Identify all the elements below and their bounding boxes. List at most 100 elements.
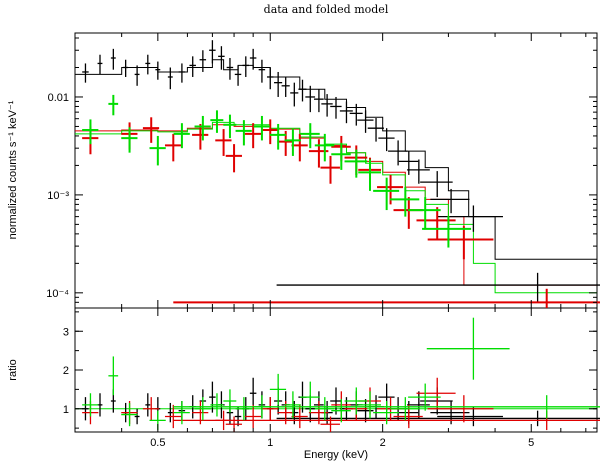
data-point-ratio-2-11 [284, 391, 301, 419]
data-point-spectrum-2-5 [194, 115, 211, 141]
ratio-plot-area [75, 317, 600, 432]
data-point-spectrum-0-1 [97, 54, 103, 75]
y-axis-label-spectrum: normalized counts s⁻¹ keV⁻¹ [7, 100, 19, 239]
model-line-spectrum-2 [75, 121, 597, 294]
y-tick-label-ratio-1: 2 [63, 365, 69, 377]
y-tick-label-ratio-2: 3 [63, 326, 69, 338]
y-tick-label-spectrum-1: 10⁻³ [47, 190, 69, 202]
data-point-ratio-1-8 [261, 397, 279, 421]
data-point-ratio-0-4 [134, 408, 140, 425]
data-point-ratio-2-14 [331, 399, 351, 423]
data-point-spectrum-2-12 [300, 123, 320, 149]
x-tick-label-2: 2 [380, 437, 386, 449]
data-point-ratio-0-38 [276, 410, 600, 427]
data-point-ratio-1-3 [164, 404, 182, 429]
data-point-spectrum-2-9 [253, 115, 270, 141]
data-point-spectrum-0-16 [249, 48, 257, 70]
data-point-ratio-0-5 [145, 393, 151, 417]
data-point-spectrum-2-13 [314, 133, 335, 162]
y-tick-label-spectrum-2: 10⁻⁴ [46, 288, 69, 300]
data-point-spectrum-2-18 [390, 187, 420, 217]
y-axis-label-ratio: ratio [7, 359, 19, 380]
data-point-ratio-1-7 [244, 404, 262, 429]
data-point-ratio-1-12 [320, 416, 340, 432]
data-point-spectrum-0-12 [218, 46, 225, 70]
data-point-spectrum-0-32 [388, 140, 408, 166]
data-point-spectrum-2-6 [210, 110, 224, 133]
data-point-ratio-2-1 [108, 356, 119, 396]
data-point-spectrum-2-10 [269, 123, 287, 150]
data-point-spectrum-0-38 [276, 272, 600, 303]
data-point-spectrum-0-33 [398, 151, 419, 175]
data-point-spectrum-1-4 [192, 123, 209, 150]
data-point-spectrum-2-1 [108, 94, 119, 116]
chart-title: data and folded model [264, 3, 389, 16]
data-point-spectrum-1-8 [261, 119, 279, 145]
data-point-spectrum-2-16 [358, 159, 381, 191]
data-point-spectrum-2-14 [331, 142, 351, 170]
data-point-ratio-1-19 [427, 395, 494, 423]
data-point-spectrum-1-10 [291, 133, 308, 162]
data-point-spectrum-0-23 [305, 85, 316, 113]
x-axis-label: Energy (keV) [304, 449, 368, 461]
data-point-spectrum-0-2 [110, 48, 116, 70]
data-point-ratio-0-14 [234, 406, 242, 427]
data-point-spectrum-1-12 [320, 155, 340, 184]
data-point-spectrum-2-17 [373, 177, 400, 211]
data-point-spectrum-0-24 [313, 89, 324, 113]
data-point-spectrum-0-10 [199, 50, 207, 72]
x-tick-label-3: 5 [528, 437, 534, 449]
data-point-spectrum-0-19 [274, 71, 283, 97]
data-point-spectrum-0-0 [82, 63, 89, 83]
data-point-spectrum-0-27 [339, 101, 353, 124]
data-point-spectrum-2-11 [284, 129, 301, 156]
data-point-ratio-2-7 [223, 389, 237, 413]
data-point-ratio-0-7 [167, 402, 173, 423]
data-point-spectrum-2-7 [223, 114, 237, 139]
data-point-spectrum-2-8 [235, 120, 252, 146]
data-point-spectrum-0-8 [178, 63, 186, 83]
data-point-ratio-2-5 [194, 397, 211, 421]
spectrum-panel-frame [74, 32, 598, 309]
data-point-spectrum-2-3 [149, 135, 166, 166]
data-point-spectrum-1-19 [427, 226, 494, 260]
data-point-ratio-2-20 [426, 317, 510, 380]
data-point-spectrum-1-18 [416, 207, 456, 240]
data-point-spectrum-0-34 [407, 159, 430, 184]
data-point-spectrum-1-2 [142, 117, 160, 143]
x-tick-label-1: 1 [267, 437, 273, 449]
data-point-spectrum-0-28 [349, 103, 363, 126]
data-point-ratio-1-2 [142, 397, 160, 421]
data-point-spectrum-2-0 [82, 119, 99, 145]
data-point-spectrum-2-4 [173, 123, 190, 149]
data-point-ratio-2-13 [314, 397, 335, 421]
data-point-ratio-2-16 [358, 391, 381, 419]
data-point-spectrum-0-13 [226, 57, 234, 80]
data-point-ratio-2-21 [173, 395, 600, 419]
data-point-spectrum-1-17 [393, 197, 423, 229]
data-point-ratio-0-34 [407, 391, 430, 419]
data-point-spectrum-0-5 [145, 54, 151, 75]
x-tick-label-0: 0.5 [150, 437, 165, 449]
data-point-spectrum-0-25 [321, 94, 333, 117]
data-point-spectrum-0-4 [134, 65, 140, 86]
data-point-spectrum-0-22 [298, 79, 307, 102]
y-tick-label-ratio-0: 1 [63, 404, 69, 416]
data-point-spectrum-1-20 [173, 288, 600, 308]
data-point-spectrum-0-3 [123, 59, 129, 77]
model-line-spectrum-0 [75, 59, 597, 260]
data-point-ratio-2-12 [300, 381, 320, 413]
data-point-ratio-0-16 [249, 377, 257, 409]
data-point-ratio-2-17 [373, 401, 400, 425]
data-point-spectrum-0-26 [330, 96, 342, 119]
data-point-spectrum-0-15 [242, 56, 249, 77]
data-point-spectrum-0-7 [167, 67, 173, 90]
data-point-ratio-2-10 [269, 373, 287, 405]
data-point-ratio-0-0 [82, 397, 89, 421]
y-tick-label-spectrum-0: 0.01 [48, 92, 69, 104]
data-point-ratio-2-4 [173, 401, 190, 425]
data-point-spectrum-0-9 [189, 56, 196, 77]
data-point-spectrum-0-31 [378, 128, 395, 152]
data-point-spectrum-0-18 [266, 67, 274, 90]
